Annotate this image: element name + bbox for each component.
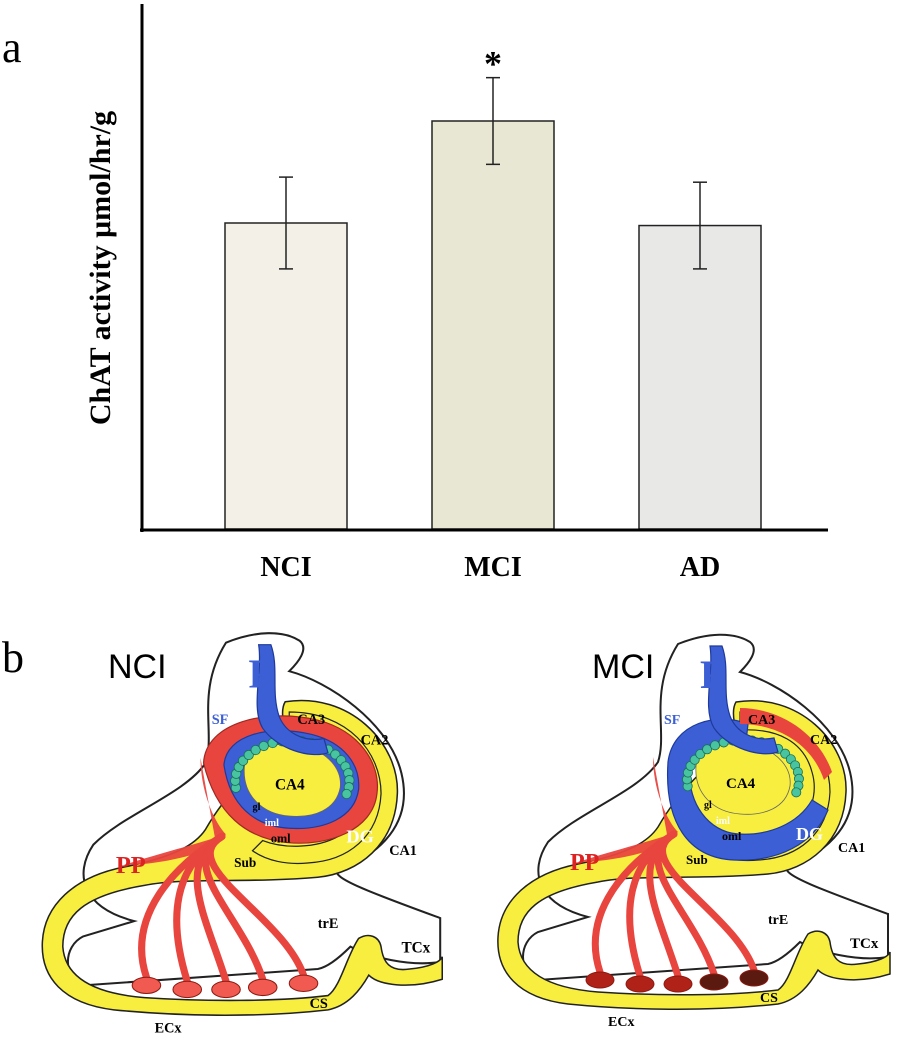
label-gl: gl: [253, 802, 261, 813]
label-iml: iml: [265, 818, 279, 829]
outer-molecular-layer: [740, 708, 832, 780]
diagram-title-mci: MCI: [592, 648, 655, 686]
perforant-path: [578, 757, 769, 993]
label-oml: oml: [722, 829, 742, 843]
cortex-tissue: [497, 700, 891, 1011]
label-pp: PP: [116, 852, 146, 879]
error-bar-nci: [279, 176, 293, 270]
label-sf: SF: [664, 713, 680, 728]
label-ca1: CA1: [389, 843, 417, 859]
label-fornix: F: [700, 652, 724, 697]
label-ca3: CA3: [297, 712, 325, 728]
dentate-gyrus-expanded: [666, 718, 829, 861]
x-tick-label-mci: MCI: [464, 552, 522, 583]
fimbria-fornix: [707, 645, 779, 755]
label-dg: DG: [796, 824, 823, 844]
panel-a-label: a: [2, 23, 22, 72]
perforant-path: [124, 757, 319, 999]
label-fornix: F: [248, 652, 273, 697]
label-ca2: CA2: [361, 733, 389, 749]
label-ecx: ECx: [155, 1020, 183, 1036]
label-dg: DG: [346, 827, 374, 847]
x-tick-label-nci: NCI: [260, 552, 311, 583]
label-sub: Sub: [234, 855, 256, 870]
panel-b-label: b: [2, 633, 24, 682]
y-axis-label: ChAT activity μmol/hr/g: [84, 111, 117, 425]
label-sf: SF: [212, 712, 229, 728]
label-tre: trE: [318, 916, 339, 932]
label-tcx: TCx: [401, 940, 430, 957]
x-tick-label-ad: AD: [680, 552, 720, 583]
label-cs: CS: [760, 991, 778, 1006]
error-bar-mci: [486, 76, 500, 166]
label-ecx: ECx: [608, 1015, 634, 1030]
chart-a: NCI MCI AD * ChAT activity μmol/hr/g: [84, 4, 828, 583]
label-gl: gl: [704, 800, 712, 811]
label-cs: CS: [310, 996, 328, 1012]
label-ca1: CA1: [838, 841, 865, 856]
bar-nci: [224, 222, 348, 530]
diagram-title-nci: NCI: [108, 648, 167, 686]
label-oml: oml: [271, 832, 291, 846]
label-tcx: TCx: [850, 936, 879, 952]
fimbria-fornix: [256, 644, 329, 756]
label-tre: trE: [768, 913, 788, 928]
significance-marker: *: [484, 44, 502, 84]
error-bar-ad: [693, 181, 707, 270]
label-ca4: CA4: [275, 777, 305, 794]
label-ca3: CA3: [748, 713, 775, 728]
label-ca4: CA4: [726, 776, 756, 792]
bar-mci: [431, 120, 555, 530]
label-pp: PP: [570, 850, 599, 876]
bar-ad: [638, 224, 762, 530]
label-sub: Sub: [686, 852, 708, 867]
label-iml: iml: [716, 816, 730, 827]
label-ca2: CA2: [810, 733, 837, 748]
